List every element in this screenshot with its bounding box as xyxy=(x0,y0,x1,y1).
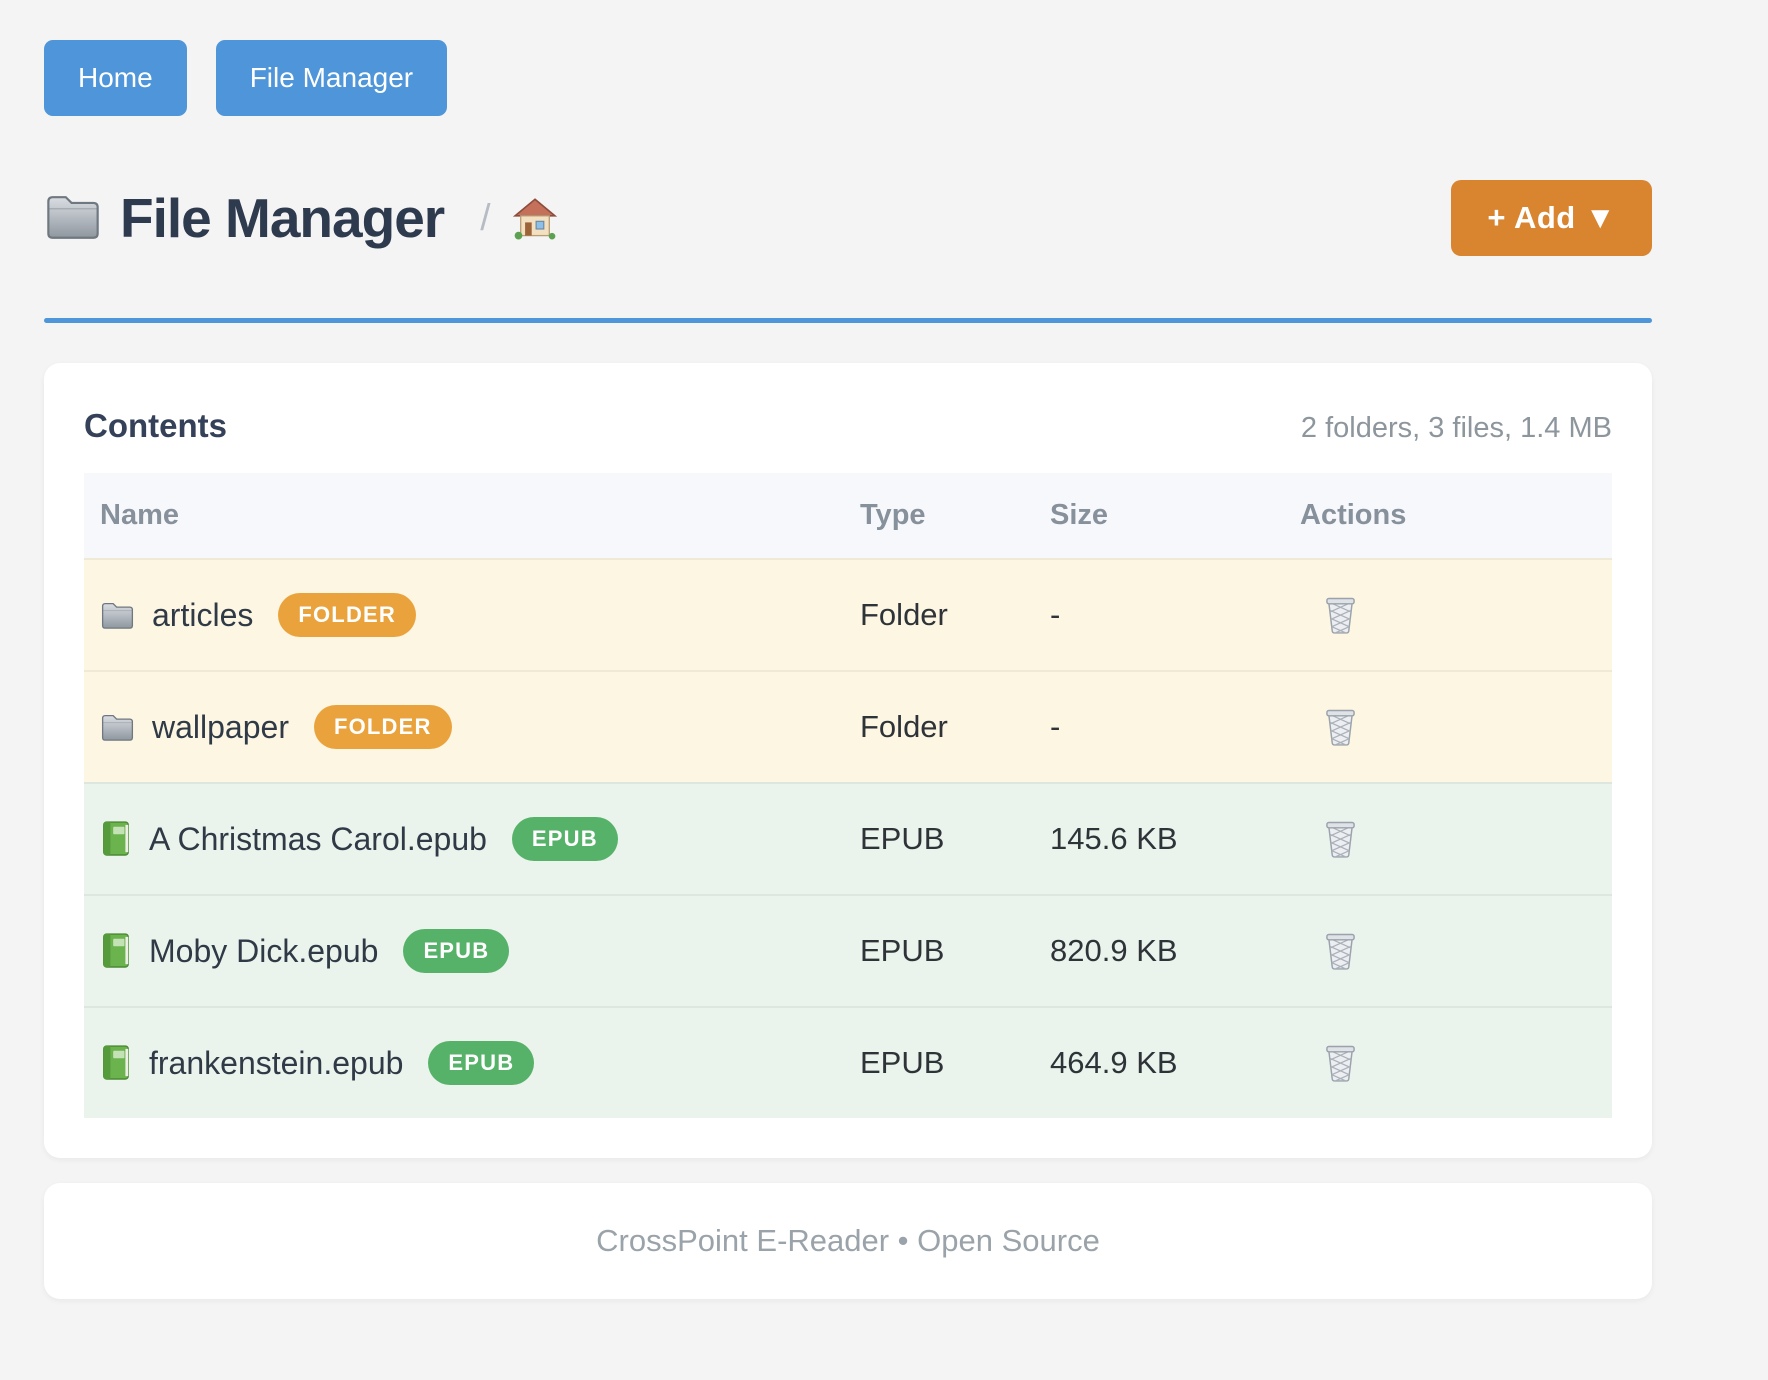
file-name[interactable]: Moby Dick.epub xyxy=(149,932,379,969)
table-row[interactable]: articles FOLDER Folder - xyxy=(84,558,1612,670)
page-title: File Manager xyxy=(120,187,445,249)
top-nav: Home File Manager xyxy=(44,40,1652,116)
size-cell: 464.9 KB xyxy=(1050,1045,1178,1080)
type-cell: Folder xyxy=(860,597,948,632)
type-cell: EPUB xyxy=(860,933,945,968)
type-cell: EPUB xyxy=(860,821,945,856)
contents-summary: 2 folders, 3 files, 1.4 MB xyxy=(1300,412,1612,444)
folder-icon xyxy=(44,191,102,246)
name-cell: frankenstein.epub EPUB xyxy=(84,1041,860,1085)
name-cell: wallpaper FOLDER xyxy=(84,705,860,749)
type-badge: EPUB xyxy=(403,929,510,973)
size-cell: 820.9 KB xyxy=(1050,933,1178,968)
name-cell: Moby Dick.epub EPUB xyxy=(84,929,860,973)
delete-button[interactable] xyxy=(1320,703,1361,750)
type-cell: Folder xyxy=(860,709,948,744)
contents-card-header: Contents 2 folders, 3 files, 1.4 MB xyxy=(84,407,1612,445)
table-row[interactable]: wallpaper FOLDER Folder - xyxy=(84,670,1612,782)
size-cell: 145.6 KB xyxy=(1050,821,1178,856)
delete-button[interactable] xyxy=(1320,927,1361,974)
header-divider xyxy=(44,318,1652,323)
actions-cell xyxy=(1300,703,1612,751)
actions-cell xyxy=(1300,927,1612,975)
nav-home-button[interactable]: Home xyxy=(44,40,187,116)
book-icon xyxy=(100,932,132,970)
table-row[interactable]: A Christmas Carol.epub EPUB EPUB 145.6 K… xyxy=(84,782,1612,894)
actions-cell xyxy=(1300,1039,1612,1087)
column-header-size: Size xyxy=(1050,499,1109,531)
nav-file-manager-button[interactable]: File Manager xyxy=(215,40,448,116)
delete-button[interactable] xyxy=(1320,1039,1361,1086)
contents-title: Contents xyxy=(84,407,227,444)
footer-text: CrossPoint E-Reader • Open Source xyxy=(596,1223,1100,1258)
book-icon xyxy=(100,1044,132,1082)
book-icon xyxy=(100,820,132,858)
page-header: File Manager / + Add ▼ xyxy=(44,178,1652,258)
name-cell: articles FOLDER xyxy=(84,593,860,637)
trash-icon xyxy=(1324,821,1357,861)
trash-icon xyxy=(1324,933,1357,973)
trash-icon xyxy=(1324,597,1357,637)
trash-icon xyxy=(1324,1045,1357,1085)
column-header-actions: Actions xyxy=(1300,499,1407,531)
file-name[interactable]: A Christmas Carol.epub xyxy=(149,820,487,857)
file-name[interactable]: articles xyxy=(152,596,254,633)
size-cell: - xyxy=(1050,597,1061,632)
size-cell: - xyxy=(1050,709,1061,744)
delete-button[interactable] xyxy=(1320,815,1361,862)
table-header-row: Name Type Size Actions xyxy=(84,473,1612,558)
file-name[interactable]: frankenstein.epub xyxy=(149,1044,404,1081)
type-badge: EPUB xyxy=(428,1041,535,1085)
type-badge: FOLDER xyxy=(313,705,452,749)
table-body: articles FOLDER Folder - xyxy=(84,558,1612,1118)
file-name[interactable]: wallpaper xyxy=(152,708,289,745)
actions-cell xyxy=(1300,815,1612,863)
folder-icon xyxy=(100,600,135,630)
table-row[interactable]: Moby Dick.epub EPUB EPUB 820.9 KB xyxy=(84,894,1612,1006)
folder-icon xyxy=(100,712,135,742)
type-cell: EPUB xyxy=(860,1045,945,1080)
contents-card: Contents 2 folders, 3 files, 1.4 MB Name… xyxy=(44,363,1652,1158)
type-badge: FOLDER xyxy=(278,593,416,637)
page-title-group: File Manager / xyxy=(44,186,557,250)
trash-icon xyxy=(1324,709,1357,749)
footer: CrossPoint E-Reader • Open Source xyxy=(44,1183,1652,1299)
page: Home File Manager File Manager / xyxy=(44,40,1652,1299)
home-icon[interactable] xyxy=(512,196,557,240)
delete-button[interactable] xyxy=(1320,591,1361,638)
column-header-name: Name xyxy=(100,499,179,531)
type-badge: EPUB xyxy=(511,817,618,861)
file-table: Name Type Size Actions articles FOLDER F… xyxy=(84,473,1612,1118)
column-header-name: Type xyxy=(860,499,926,531)
breadcrumb-separator: / xyxy=(480,197,491,238)
actions-cell xyxy=(1300,591,1612,639)
table-row[interactable]: frankenstein.epub EPUB EPUB 464.9 KB xyxy=(84,1006,1612,1118)
add-button[interactable]: + Add ▼ xyxy=(1451,180,1652,256)
name-cell: A Christmas Carol.epub EPUB xyxy=(84,817,860,861)
